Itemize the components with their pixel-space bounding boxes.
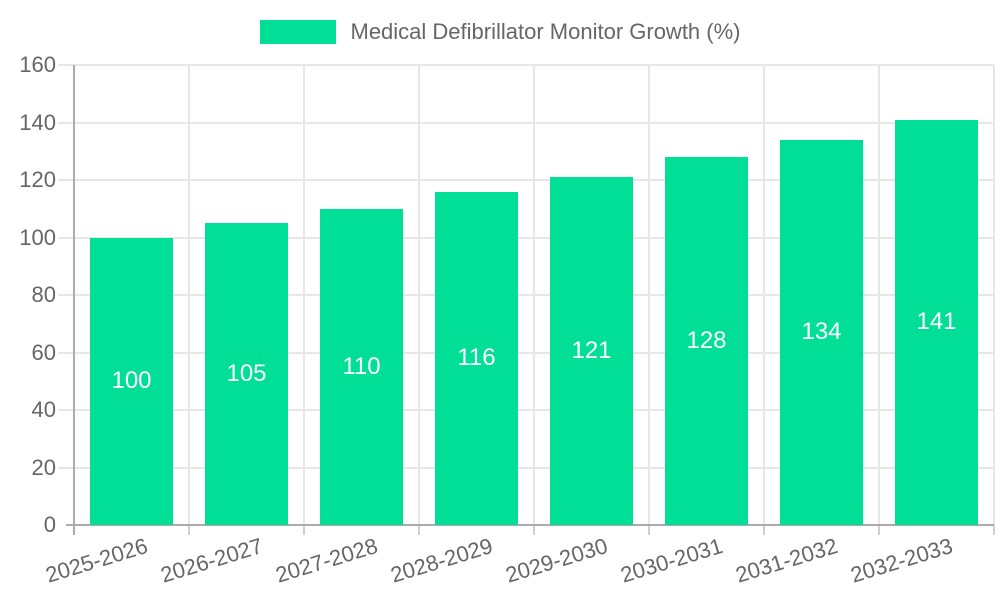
- v-gridline: [878, 65, 880, 525]
- x-axis-tick-label: 2026-2027: [157, 533, 266, 588]
- h-gridline: [58, 351, 994, 354]
- y-axis-line: [73, 65, 75, 535]
- x-axis-tick-label: 2028-2029: [387, 533, 496, 588]
- v-gridline: [533, 65, 535, 525]
- h-gridline: [58, 466, 994, 469]
- bar-value-label: 141: [916, 308, 957, 336]
- x-axis-tick-mark: [188, 525, 190, 535]
- y-axis-tick-label: 0: [43, 512, 56, 537]
- x-axis-tick-label: 2032-2033: [847, 533, 956, 588]
- y-axis-tick-label: 80: [31, 282, 56, 307]
- legend-series-label: Medical Defibrillator Monitor Growth (%): [350, 19, 741, 44]
- legend-color-swatch: [259, 20, 336, 44]
- y-axis-tick-label: 120: [19, 167, 56, 192]
- y-axis-tick-label: 100: [19, 224, 56, 250]
- x-axis-tick-label: 2025-2026: [42, 533, 151, 588]
- x-axis-tick-mark: [303, 525, 305, 535]
- bar-value-label: 110: [342, 352, 381, 380]
- x-axis-tick-mark: [993, 525, 995, 535]
- x-axis-tick-mark: [878, 525, 880, 535]
- v-gridline: [418, 65, 420, 525]
- x-axis-tick-mark: [418, 525, 420, 535]
- h-gridline: [58, 121, 994, 124]
- y-axis-tick-label: 20: [31, 454, 56, 480]
- chart-legend: Medical Defibrillator Monitor Growth (%): [0, 19, 1000, 45]
- bar: [205, 223, 288, 525]
- bar-value-label: 105: [226, 360, 267, 388]
- h-gridline: [58, 179, 994, 181]
- bar-value-label: 121: [571, 337, 612, 365]
- bar-value-label: 116: [457, 344, 496, 372]
- bar-value-label: 100: [111, 367, 152, 395]
- bar: [320, 208, 403, 525]
- x-axis-tick-mark: [648, 525, 650, 535]
- h-gridline: [58, 236, 994, 239]
- h-gridline: [58, 409, 994, 411]
- x-axis-tick-label: 2031-2032: [732, 533, 841, 588]
- y-axis-tick-label: 140: [19, 109, 56, 135]
- legend-item[interactable]: Medical Defibrillator Monitor Growth (%): [259, 19, 741, 45]
- bar: [550, 177, 633, 525]
- x-axis-line: [66, 524, 994, 526]
- x-axis-tick-mark: [533, 525, 535, 535]
- bar-value-label: 134: [801, 318, 842, 346]
- x-axis-tick-label: 2029-2030: [502, 533, 611, 588]
- v-gridline: [993, 65, 995, 525]
- x-axis-tick-mark: [763, 525, 765, 535]
- bar: [895, 119, 978, 525]
- x-axis-tick-label: 2027-2028: [272, 533, 381, 588]
- y-axis-tick-label: 160: [19, 52, 56, 77]
- h-gridline: [58, 64, 994, 66]
- v-gridline: [763, 65, 765, 525]
- y-axis-tick-label: 40: [31, 397, 56, 422]
- bar: [780, 139, 863, 525]
- v-gridline: [188, 65, 190, 525]
- v-gridline: [648, 65, 650, 525]
- bar: [90, 237, 173, 525]
- h-gridline: [58, 294, 994, 296]
- bar-value-label: 128: [686, 327, 727, 354]
- bar: [665, 157, 748, 525]
- bar: [435, 191, 518, 525]
- v-gridline: [303, 65, 305, 525]
- x-axis-tick-label: 2030-2031: [617, 533, 726, 588]
- y-axis-tick-label: 60: [31, 339, 56, 365]
